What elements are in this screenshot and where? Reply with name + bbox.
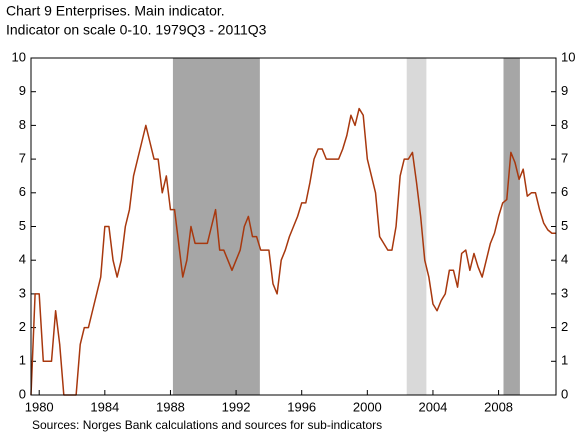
x-tick-label: 1996 [287,399,316,414]
shaded-period [172,58,260,395]
x-tick-label: 2004 [418,399,447,414]
y2-tick-label: 6 [561,184,568,199]
y2-tick-label: 0 [561,386,568,401]
indicator-line [30,107,556,396]
y-tick-label: 8 [19,117,26,132]
y2-tick-label: 2 [561,319,568,334]
x-tick-label: 1980 [25,399,54,414]
plot-frame [30,57,557,396]
y2-tick-label: 4 [561,252,568,267]
y-tick-label: 5 [19,218,26,233]
x-tick-label: 2008 [484,399,513,414]
y-tick-label: 3 [19,285,26,300]
y-tick-label: 4 [19,252,26,267]
y2-tick-label: 10 [561,49,575,64]
y2-tick-label: 1 [561,353,568,368]
chart-subtitle: Indicator on scale 0-10. 1979Q3 - 2011Q3 [6,22,267,38]
source-note: Sources: Norges Bank calculations and so… [32,418,382,432]
y2-tick-label: 7 [561,151,568,166]
y-tick-label: 0 [19,386,26,401]
y2-tick-label: 5 [561,218,568,233]
y2-tick-label: 3 [561,285,568,300]
y-tick-label: 2 [19,319,26,334]
shaded-period [503,58,520,395]
y2-tick-label: 9 [561,83,568,98]
shaded-period [406,58,427,395]
y2-tick-label: 8 [561,117,568,132]
x-tick-label: 1984 [90,399,119,414]
y-tick-label: 1 [19,353,26,368]
y-tick-label: 7 [19,151,26,166]
x-tick-label: 2000 [353,399,382,414]
chart-title: Chart 9 Enterprises. Main indicator. [6,3,225,19]
y-tick-label: 10 [12,49,26,64]
y-tick-label: 6 [19,184,26,199]
y-tick-label: 9 [19,83,26,98]
x-tick-label: 1988 [156,399,185,414]
x-tick-label: 1992 [222,399,251,414]
